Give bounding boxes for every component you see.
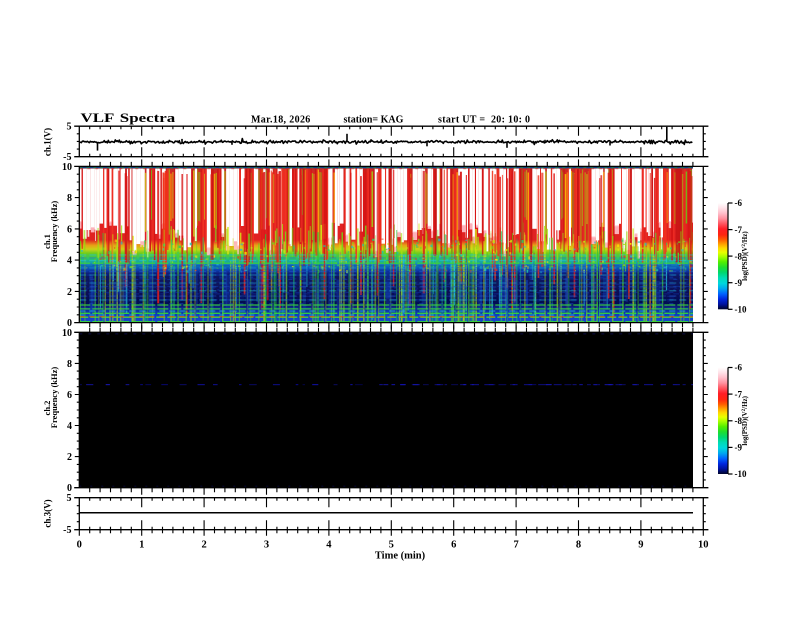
svg-text:-9: -9 xyxy=(735,443,743,453)
svg-text:Frequency (kHz): Frequency (kHz) xyxy=(49,201,59,263)
svg-text:4: 4 xyxy=(326,540,332,551)
svg-text:4: 4 xyxy=(67,421,72,432)
svg-text:10: 10 xyxy=(62,162,72,173)
svg-text:-6: -6 xyxy=(735,198,743,208)
svg-text:9: 9 xyxy=(638,540,643,551)
svg-text:5: 5 xyxy=(67,122,72,133)
svg-text:-8: -8 xyxy=(735,416,743,426)
svg-text:-6: -6 xyxy=(735,363,743,373)
svg-text:0: 0 xyxy=(77,540,82,551)
svg-text:-5: -5 xyxy=(63,525,71,536)
svg-text:-10: -10 xyxy=(735,469,747,479)
svg-text:-8: -8 xyxy=(735,251,743,261)
svg-text:start UT = 20: 10: 0: start UT = 20: 10: 0 xyxy=(438,114,530,125)
svg-text:ch.1: ch.1 xyxy=(42,234,52,249)
svg-text:6: 6 xyxy=(67,224,72,235)
svg-text:station= KAG: station= KAG xyxy=(344,114,404,125)
svg-text:Frequency (kHz): Frequency (kHz) xyxy=(49,367,59,429)
svg-text:0: 0 xyxy=(67,318,72,329)
svg-text:0: 0 xyxy=(67,483,72,494)
svg-text:10: 10 xyxy=(698,540,709,551)
svg-text:ch.3(V): ch.3(V) xyxy=(43,499,53,527)
svg-text:7: 7 xyxy=(513,540,518,551)
svg-text:2: 2 xyxy=(201,540,206,551)
svg-text:-7: -7 xyxy=(735,225,743,235)
svg-text:4: 4 xyxy=(67,256,72,267)
svg-text:VLF Spectra: VLF Spectra xyxy=(81,111,176,125)
svg-text:-7: -7 xyxy=(735,389,743,399)
svg-text:2: 2 xyxy=(67,287,72,298)
svg-text:1: 1 xyxy=(139,540,144,551)
svg-text:5: 5 xyxy=(389,540,394,551)
svg-text:-10: -10 xyxy=(735,305,747,315)
svg-text:6: 6 xyxy=(451,540,456,551)
svg-text:3: 3 xyxy=(264,540,269,551)
svg-text:2: 2 xyxy=(67,452,72,463)
svg-text:5: 5 xyxy=(67,493,72,504)
svg-text:8: 8 xyxy=(576,540,581,551)
svg-text:-5: -5 xyxy=(63,152,71,163)
svg-text:6: 6 xyxy=(67,390,72,401)
svg-text:Mar.18, 2026: Mar.18, 2026 xyxy=(251,114,311,125)
svg-text:log(PSD)(V2/Hz): log(PSD)(V2/Hz) xyxy=(741,231,749,281)
svg-text:-9: -9 xyxy=(735,278,743,288)
svg-text:8: 8 xyxy=(67,193,72,204)
svg-text:ch.1(V): ch.1(V) xyxy=(43,128,53,156)
svg-text:8: 8 xyxy=(67,359,72,370)
svg-text:10: 10 xyxy=(62,328,72,339)
svg-text:Time (min): Time (min) xyxy=(375,551,426,562)
svg-text:log(PSD)(V2/Hz): log(PSD)(V2/Hz) xyxy=(741,395,749,445)
svg-text:ch.2: ch.2 xyxy=(42,401,52,416)
